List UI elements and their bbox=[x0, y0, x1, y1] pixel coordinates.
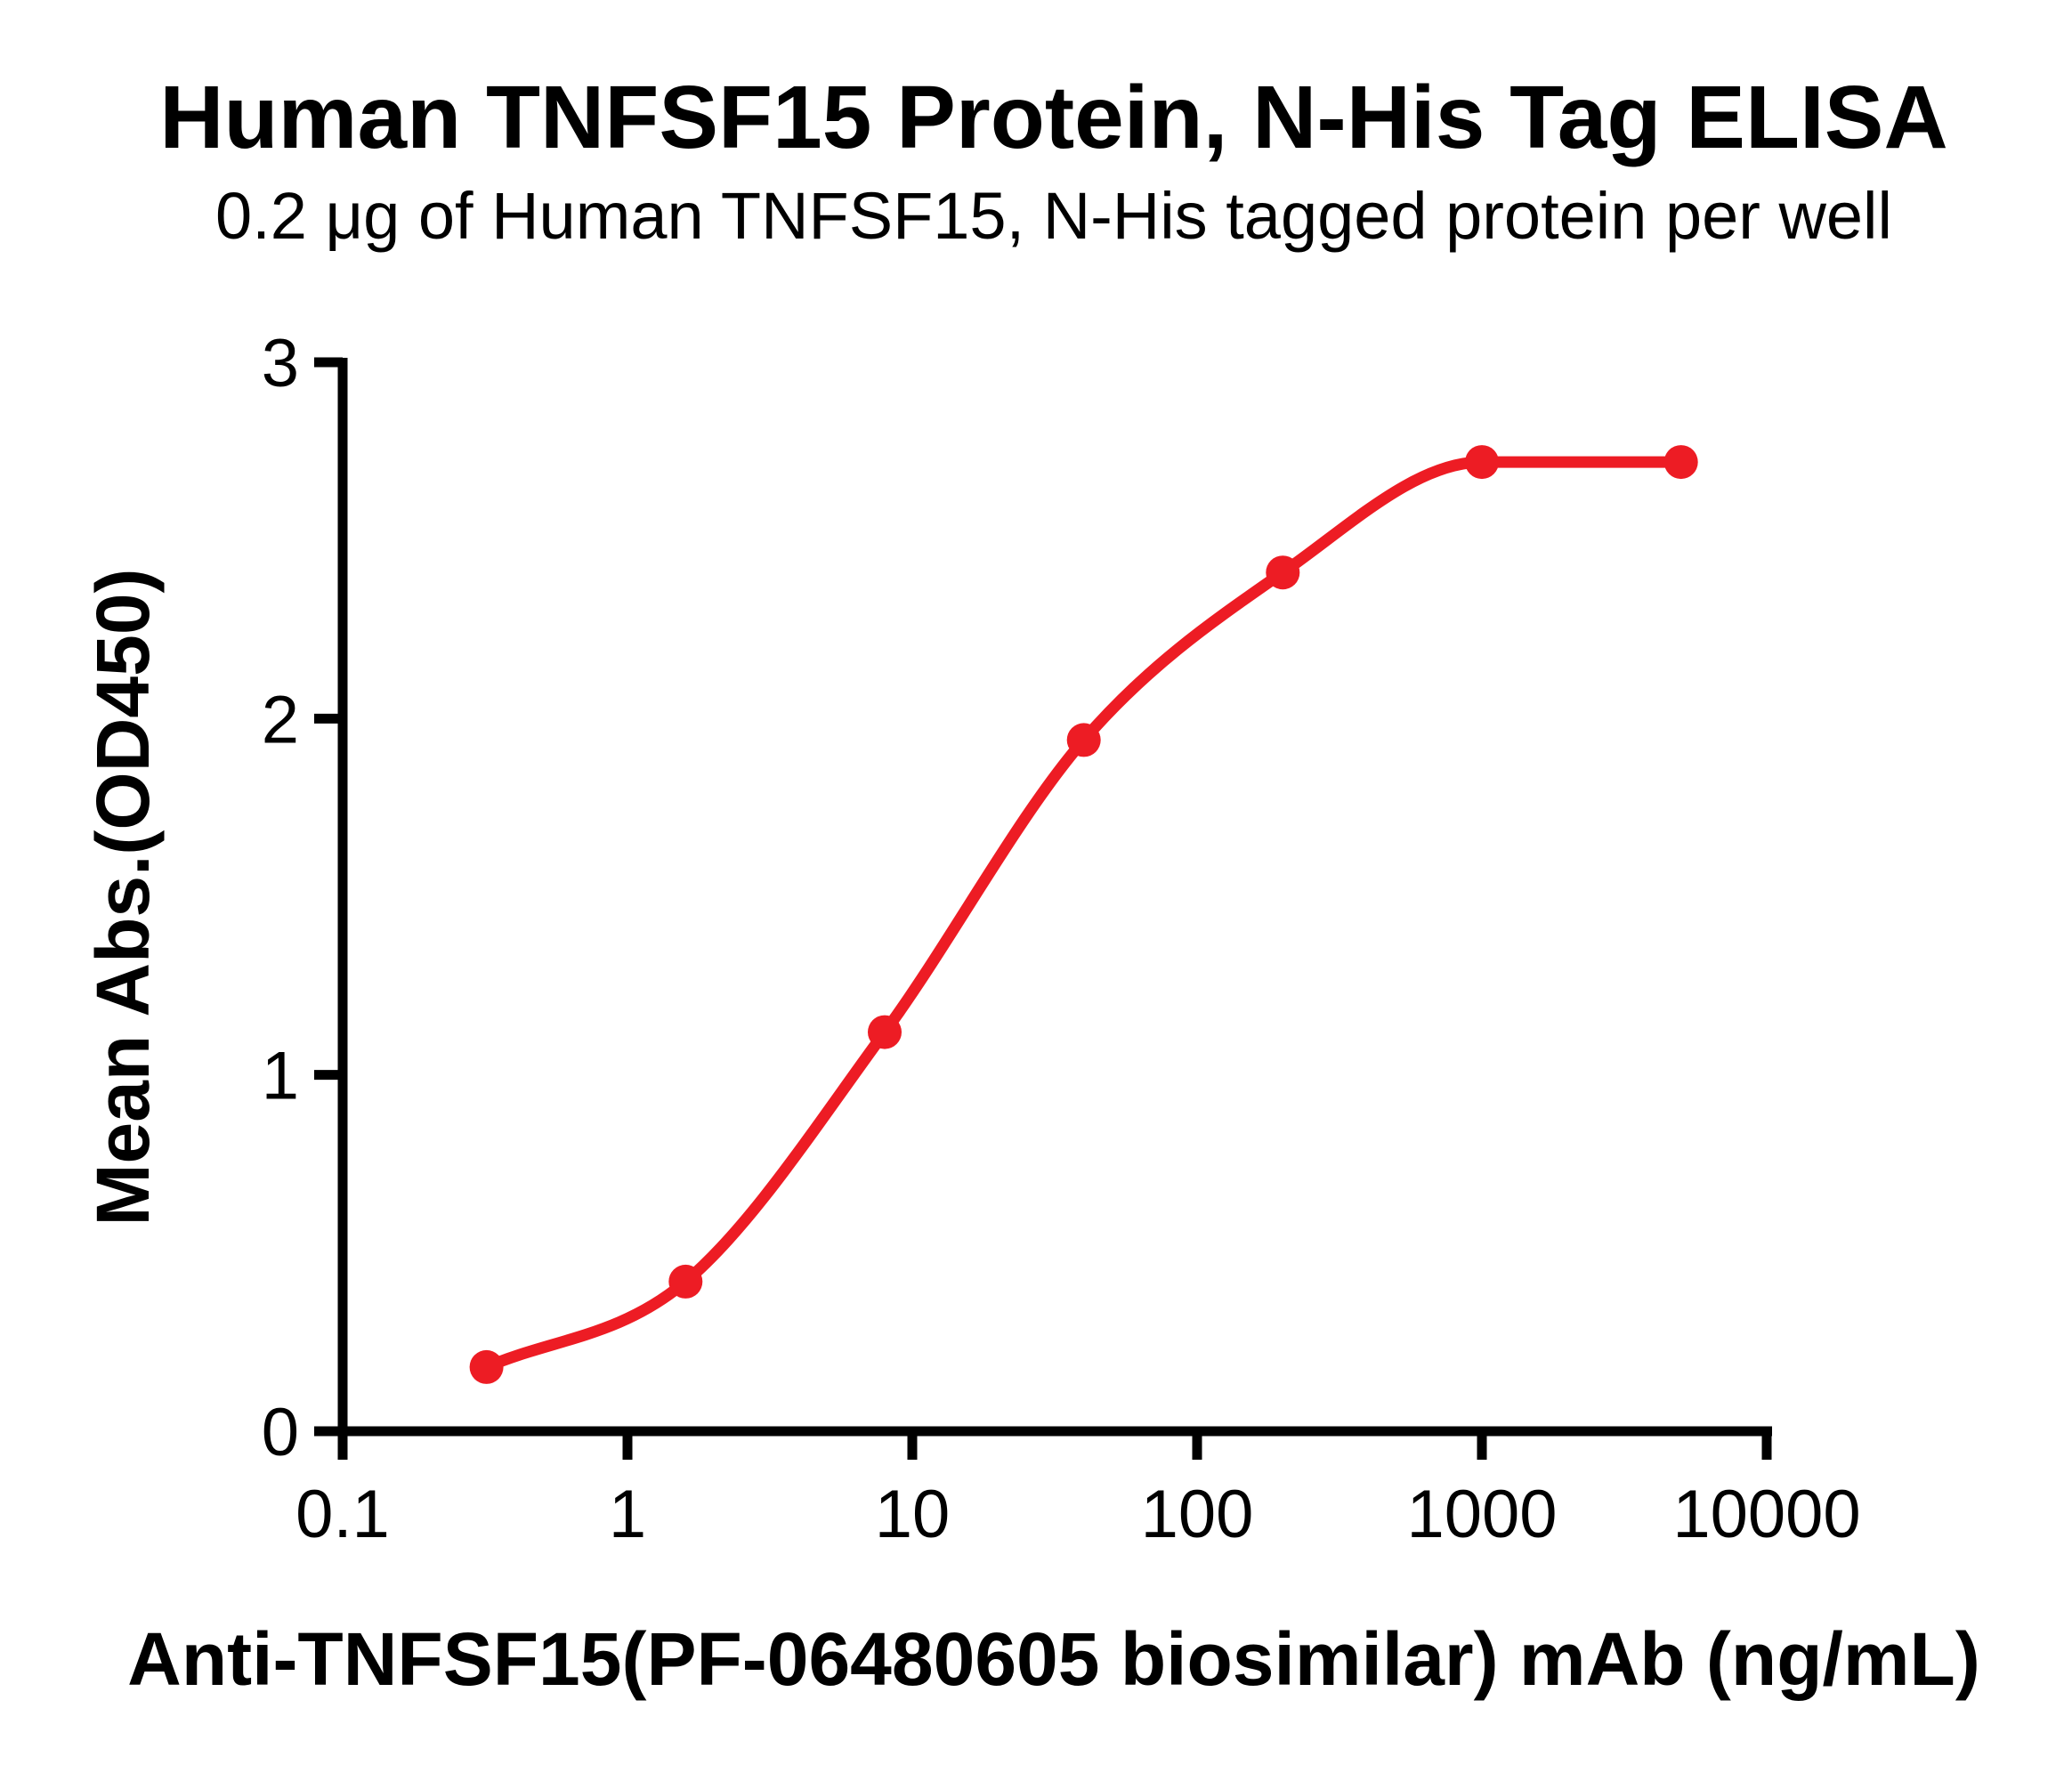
chart-title: Human TNFSF15 Protein, N-His Tag ELISA bbox=[159, 68, 1948, 167]
y-tick-label: 1 bbox=[262, 1039, 299, 1114]
x-tick-label: 0.1 bbox=[295, 1477, 390, 1552]
data-point bbox=[868, 1015, 902, 1049]
y-tick-label: 2 bbox=[262, 682, 299, 757]
y-tick-label: 3 bbox=[262, 326, 299, 401]
x-tick-label: 1 bbox=[609, 1477, 646, 1552]
chart-subtitle: 0.2 μg of Human TNFSF15, N-His tagged pr… bbox=[215, 179, 1892, 253]
x-tick-label: 100 bbox=[1141, 1477, 1254, 1552]
x-tick-label: 10000 bbox=[1672, 1477, 1860, 1552]
fit-curve bbox=[481, 456, 1688, 1373]
data-point bbox=[668, 1264, 703, 1299]
x-axis-title: Anti-TNFSF15(PF-06480605 biosimilar) mAb… bbox=[127, 1617, 1980, 1701]
data-point bbox=[1465, 445, 1499, 480]
data-point bbox=[1663, 445, 1698, 480]
data-point bbox=[469, 1349, 504, 1384]
x-tick-label: 1000 bbox=[1406, 1477, 1557, 1552]
y-tick-label: 0 bbox=[262, 1395, 299, 1470]
x-tick-label: 10 bbox=[875, 1477, 951, 1552]
data-point bbox=[1066, 723, 1101, 757]
data-point bbox=[1266, 555, 1300, 590]
